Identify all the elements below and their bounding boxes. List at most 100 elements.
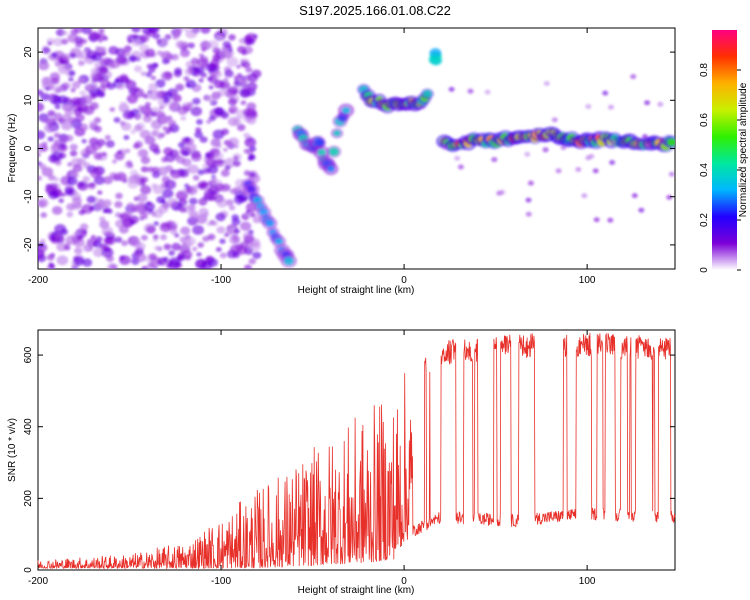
- noise-speckle: [172, 34, 179, 40]
- faint-speckle: [555, 168, 562, 174]
- noise-speckle: [170, 224, 178, 230]
- noise-speckle: [183, 76, 190, 82]
- spectrogram-x-tick-label: 100: [579, 275, 596, 286]
- faint-speckle: [542, 147, 549, 153]
- noise-speckle: [224, 232, 230, 237]
- noise-speckle: [123, 135, 130, 140]
- noise-speckle: [228, 189, 234, 193]
- mid-cluster: [328, 147, 339, 156]
- snr-x-label: Height of straight line (km): [298, 585, 415, 596]
- spectrogram-x-tick-label: 0: [401, 275, 407, 286]
- noise-speckle: [117, 150, 123, 155]
- faint-speckle: [467, 88, 474, 94]
- descending-track: [265, 219, 275, 227]
- noise-speckle: [210, 138, 221, 147]
- noise-speckle: [48, 97, 54, 102]
- noise-speckle: [48, 190, 59, 200]
- noise-speckle: [244, 247, 254, 255]
- spectrogram-y-tick-label: -20: [23, 237, 34, 252]
- noise-speckle: [208, 63, 216, 69]
- noise-speckle: [175, 83, 185, 92]
- noise-speckle: [87, 81, 98, 91]
- noise-speckle: [48, 84, 55, 91]
- snr-x-tick-label: -100: [211, 576, 231, 587]
- snr-frame: [37, 329, 676, 571]
- noise-speckle: [184, 236, 196, 246]
- noise-speckle: [196, 119, 203, 125]
- noise-speckle: [73, 108, 82, 116]
- noise-speckle: [78, 209, 86, 216]
- snr-panel: -200 -100 0 100 0 200 400 600 Height of straigh…: [7, 329, 676, 596]
- snr-axes: -200 -100 0 100 0 200 400 600: [23, 330, 675, 587]
- noise-speckle: [167, 126, 174, 132]
- noise-speckle: [133, 65, 143, 73]
- noise-speckle: [240, 100, 247, 106]
- colorbar-tick-label: 0.2: [699, 213, 710, 227]
- noise-speckle: [55, 161, 62, 166]
- noise-speckle: [107, 263, 117, 269]
- noise-speckle: [65, 235, 78, 245]
- noise-speckle: [89, 206, 95, 211]
- faint-speckle: [484, 89, 491, 95]
- noise-speckle: [187, 42, 195, 49]
- noise-speckle: [226, 56, 239, 67]
- noise-speckle: [157, 257, 168, 266]
- noise-speckle: [91, 141, 103, 150]
- noise-speckle: [144, 48, 156, 58]
- noise-speckle: [69, 150, 78, 157]
- noise-speckle: [44, 123, 56, 133]
- noise-speckle: [240, 58, 246, 64]
- colorbar-tick-label: 0.4: [699, 163, 710, 177]
- noise-speckle: [131, 28, 141, 33]
- noise-speckle: [121, 49, 131, 57]
- noise-speckle: [185, 28, 198, 39]
- noise-speckle: [199, 53, 204, 58]
- noise-speckle: [246, 116, 257, 125]
- colorbar-gradient: [712, 30, 737, 270]
- noise-speckle: [90, 93, 97, 100]
- noise-speckle: [233, 186, 242, 194]
- noise-speckle: [101, 152, 107, 157]
- noise-speckle: [78, 60, 85, 66]
- noise-speckle: [155, 79, 166, 88]
- noise-speckle: [99, 216, 106, 222]
- noise-speckle: [38, 200, 42, 206]
- noise-speckle: [190, 106, 203, 117]
- noise-speckle: [48, 174, 56, 181]
- snr-y-tick-label: 0: [23, 567, 34, 573]
- noise-speckle: [198, 207, 209, 217]
- noise-speckle: [121, 240, 128, 247]
- noise-speckle: [38, 130, 46, 140]
- noise-speckle: [168, 250, 175, 256]
- noise-speckle: [200, 28, 211, 34]
- noise-speckle: [126, 202, 135, 209]
- noise-speckle: [148, 253, 157, 261]
- noise-speckle: [135, 253, 147, 263]
- noise-speckle: [128, 55, 137, 63]
- spectrogram-x-tick-label: -100: [211, 275, 231, 286]
- noise-speckle: [217, 35, 223, 41]
- noise-speckle: [198, 182, 206, 189]
- noise-speckle: [170, 228, 178, 235]
- noise-speckle: [83, 244, 93, 252]
- faint-speckle: [609, 160, 616, 165]
- noise-speckle: [195, 214, 208, 224]
- noise-speckle: [174, 28, 183, 34]
- noise-speckle: [164, 179, 177, 190]
- noise-speckle: [149, 90, 161, 101]
- noise-speckle: [98, 65, 109, 74]
- colorbar-tick-label: 0.6: [699, 113, 710, 127]
- noise-speckle: [162, 126, 168, 131]
- noise-speckle: [94, 166, 99, 171]
- noise-speckle: [180, 226, 191, 235]
- colorbar-tick-label: 0: [699, 267, 710, 273]
- spectrogram-y-label: Frequency (Hz): [7, 114, 18, 183]
- noise-speckle: [153, 221, 159, 226]
- noise-speckle: [58, 198, 64, 203]
- noise-speckle: [103, 176, 113, 185]
- noise-speckle: [181, 28, 189, 31]
- noise-speckle: [161, 188, 174, 199]
- noise-speckle: [220, 169, 230, 177]
